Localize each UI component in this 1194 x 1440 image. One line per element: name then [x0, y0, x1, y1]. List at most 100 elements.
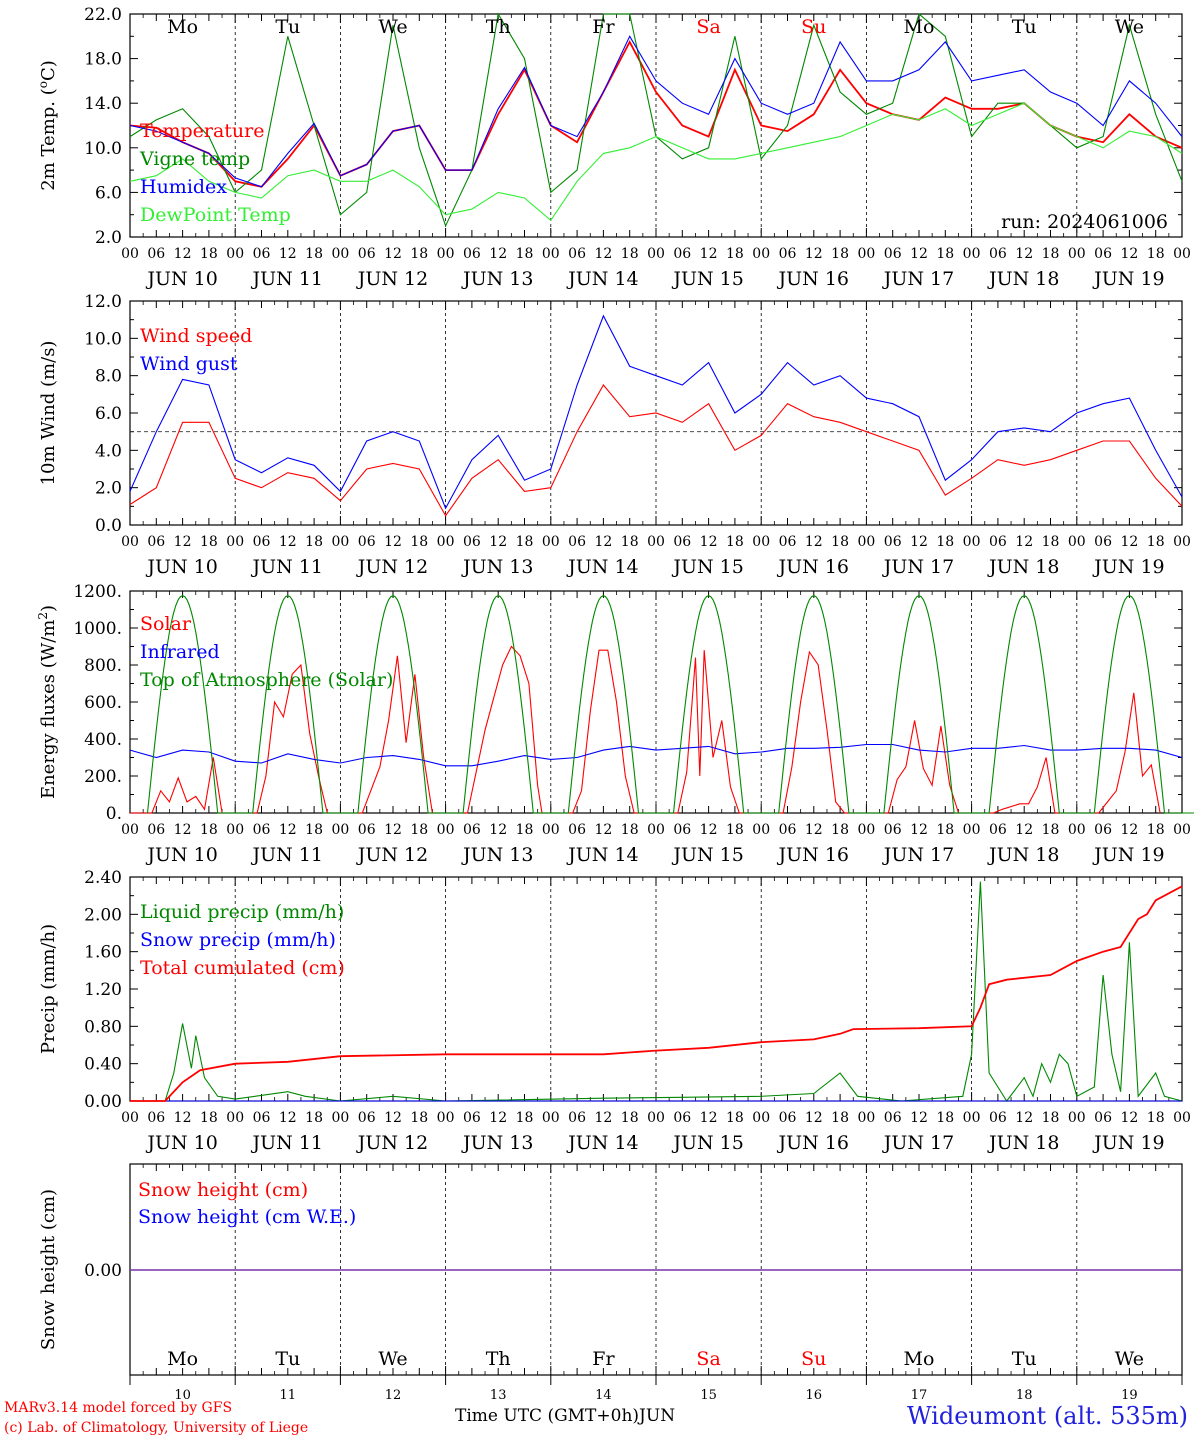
date-label: JUN 11 [251, 556, 323, 578]
date-label: JUN 17 [882, 1132, 954, 1154]
hour-tick-label: 00 [121, 1110, 139, 1126]
hour-tick-label: 12 [910, 534, 928, 550]
legend-entry: Snow height (cm) [138, 1179, 308, 1201]
hour-tick-label: 06 [463, 246, 481, 262]
hour-tick-label: 00 [857, 534, 875, 550]
hour-tick-label: 00 [1068, 534, 1086, 550]
weekday-label: Mo [904, 16, 935, 38]
date-label: JUN 19 [1092, 1132, 1164, 1154]
date-label: JUN 17 [882, 268, 954, 290]
weekday-label: Th [486, 16, 511, 38]
hour-tick-label: 06 [253, 246, 271, 262]
hour-tick-label: 12 [594, 246, 612, 262]
hour-tick-label: 12 [700, 1110, 718, 1126]
weekday-label: Sa [696, 16, 720, 38]
hour-tick-label: 00 [331, 246, 349, 262]
weekday-label: Tu [275, 16, 300, 38]
date-label: JUN 13 [461, 556, 533, 578]
hour-tick-label: 06 [779, 246, 797, 262]
hour-tick-label: 12 [489, 822, 507, 838]
y-axis-title: 2m Temp. (oC) [36, 60, 59, 191]
hour-tick-label: 18 [1147, 1110, 1165, 1126]
hour-tick-label: 06 [673, 822, 691, 838]
hour-tick-label: 06 [253, 1110, 271, 1126]
hour-tick-label: 12 [1015, 534, 1033, 550]
day-number: 14 [595, 1388, 612, 1403]
legend-entry: Snow height (cm W.E.) [138, 1206, 356, 1228]
y-tick-label: 10.0 [84, 329, 122, 349]
hour-tick-label: 00 [121, 246, 139, 262]
hour-tick-label: 00 [121, 822, 139, 838]
y-tick-label: 8.0 [95, 367, 122, 387]
y-tick-label: 1000. [73, 619, 122, 639]
hour-tick-label: 12 [1120, 246, 1138, 262]
hour-tick-label: 18 [516, 1110, 534, 1126]
y-tick-label: 2.0 [95, 228, 122, 248]
hour-tick-label: 18 [936, 1110, 954, 1126]
weekday-label: Mo [167, 1348, 198, 1370]
hour-tick-label: 00 [963, 534, 981, 550]
hour-tick-label: 18 [516, 822, 534, 838]
date-label: JUN 16 [777, 844, 849, 866]
hour-tick-label: 00 [857, 246, 875, 262]
panel-3: 0. 200. 400. 600. 800. 1000. 1200. Energy fluxe… [36, 582, 1194, 866]
hour-tick-label: 00 [542, 246, 560, 262]
hour-tick-label: 06 [568, 534, 586, 550]
hour-tick-label: 00 [226, 246, 244, 262]
panel-1: 2.0 6.0 10.0 14.0 18.0 22.0 2m Temp. (oC) Tempe… [36, 5, 1191, 290]
date-label: JUN 12 [356, 1132, 428, 1154]
date-label: JUN 19 [1092, 844, 1164, 866]
hour-tick-label: 00 [226, 822, 244, 838]
hour-tick-label: 06 [568, 822, 586, 838]
hour-tick-label: 00 [542, 1110, 560, 1126]
hour-tick-label: 12 [489, 1110, 507, 1126]
hour-tick-label: 12 [384, 1110, 402, 1126]
date-label: JUN 14 [566, 844, 638, 866]
hour-tick-label: 18 [936, 822, 954, 838]
date-label: JUN 12 [356, 844, 428, 866]
weekday-label: Fr [592, 1348, 615, 1370]
y-tick-label: 0.00 [84, 1261, 122, 1281]
date-label: JUN 16 [777, 556, 849, 578]
hour-tick-label: 00 [1173, 822, 1191, 838]
x-axis-title: Time UTC (GMT+0h)JUN [455, 1406, 675, 1426]
legend-entry: Wind gust [140, 353, 238, 375]
hour-tick-label: 18 [831, 1110, 849, 1126]
hour-tick-label: 00 [331, 822, 349, 838]
hour-tick-label: 12 [279, 1110, 297, 1126]
weekday-label: Su [801, 1348, 826, 1370]
station-label: Wideumont (alt. 535m) [906, 1402, 1188, 1430]
series-line-temperature [129, 39, 1183, 188]
hour-tick-label: 18 [621, 246, 639, 262]
hour-tick-label: 18 [1042, 822, 1060, 838]
hour-tick-label: 00 [1068, 1110, 1086, 1126]
hour-tick-label: 12 [279, 822, 297, 838]
hour-tick-label: 18 [1147, 822, 1165, 838]
day-number: 15 [700, 1388, 717, 1403]
legend-entry: Top of Atmosphere (Solar) [140, 669, 393, 691]
month-label: JUN [639, 1406, 676, 1426]
date-label: JUN 10 [145, 1132, 217, 1154]
day-number: 13 [490, 1388, 507, 1403]
y-tick-label: 6.0 [95, 404, 122, 424]
day-number: 19 [1121, 1388, 1138, 1403]
day-number: 10 [174, 1388, 191, 1403]
y-axis-title-super: 2 [36, 612, 50, 620]
y-tick-label: 600. [84, 693, 122, 713]
y-axis-title-end: ) [38, 605, 59, 612]
hour-tick-label: 00 [226, 534, 244, 550]
hour-tick-label: 06 [884, 246, 902, 262]
hour-tick-label: 00 [437, 246, 455, 262]
y-tick-label: 10.0 [84, 139, 122, 159]
hour-tick-label: 12 [384, 822, 402, 838]
y-tick-label: 6.0 [95, 183, 122, 203]
date-label: JUN 18 [987, 1132, 1059, 1154]
y-tick-label: 4.0 [95, 441, 122, 461]
hour-tick-label: 06 [673, 246, 691, 262]
weekday-label: Tu [1012, 16, 1037, 38]
weekday-label: Mo [904, 1348, 935, 1370]
weekday-label: We [1115, 1348, 1144, 1370]
hour-tick-label: 12 [174, 822, 192, 838]
y-tick-label: 2.0 [95, 479, 122, 499]
weekday-label: We [378, 16, 407, 38]
